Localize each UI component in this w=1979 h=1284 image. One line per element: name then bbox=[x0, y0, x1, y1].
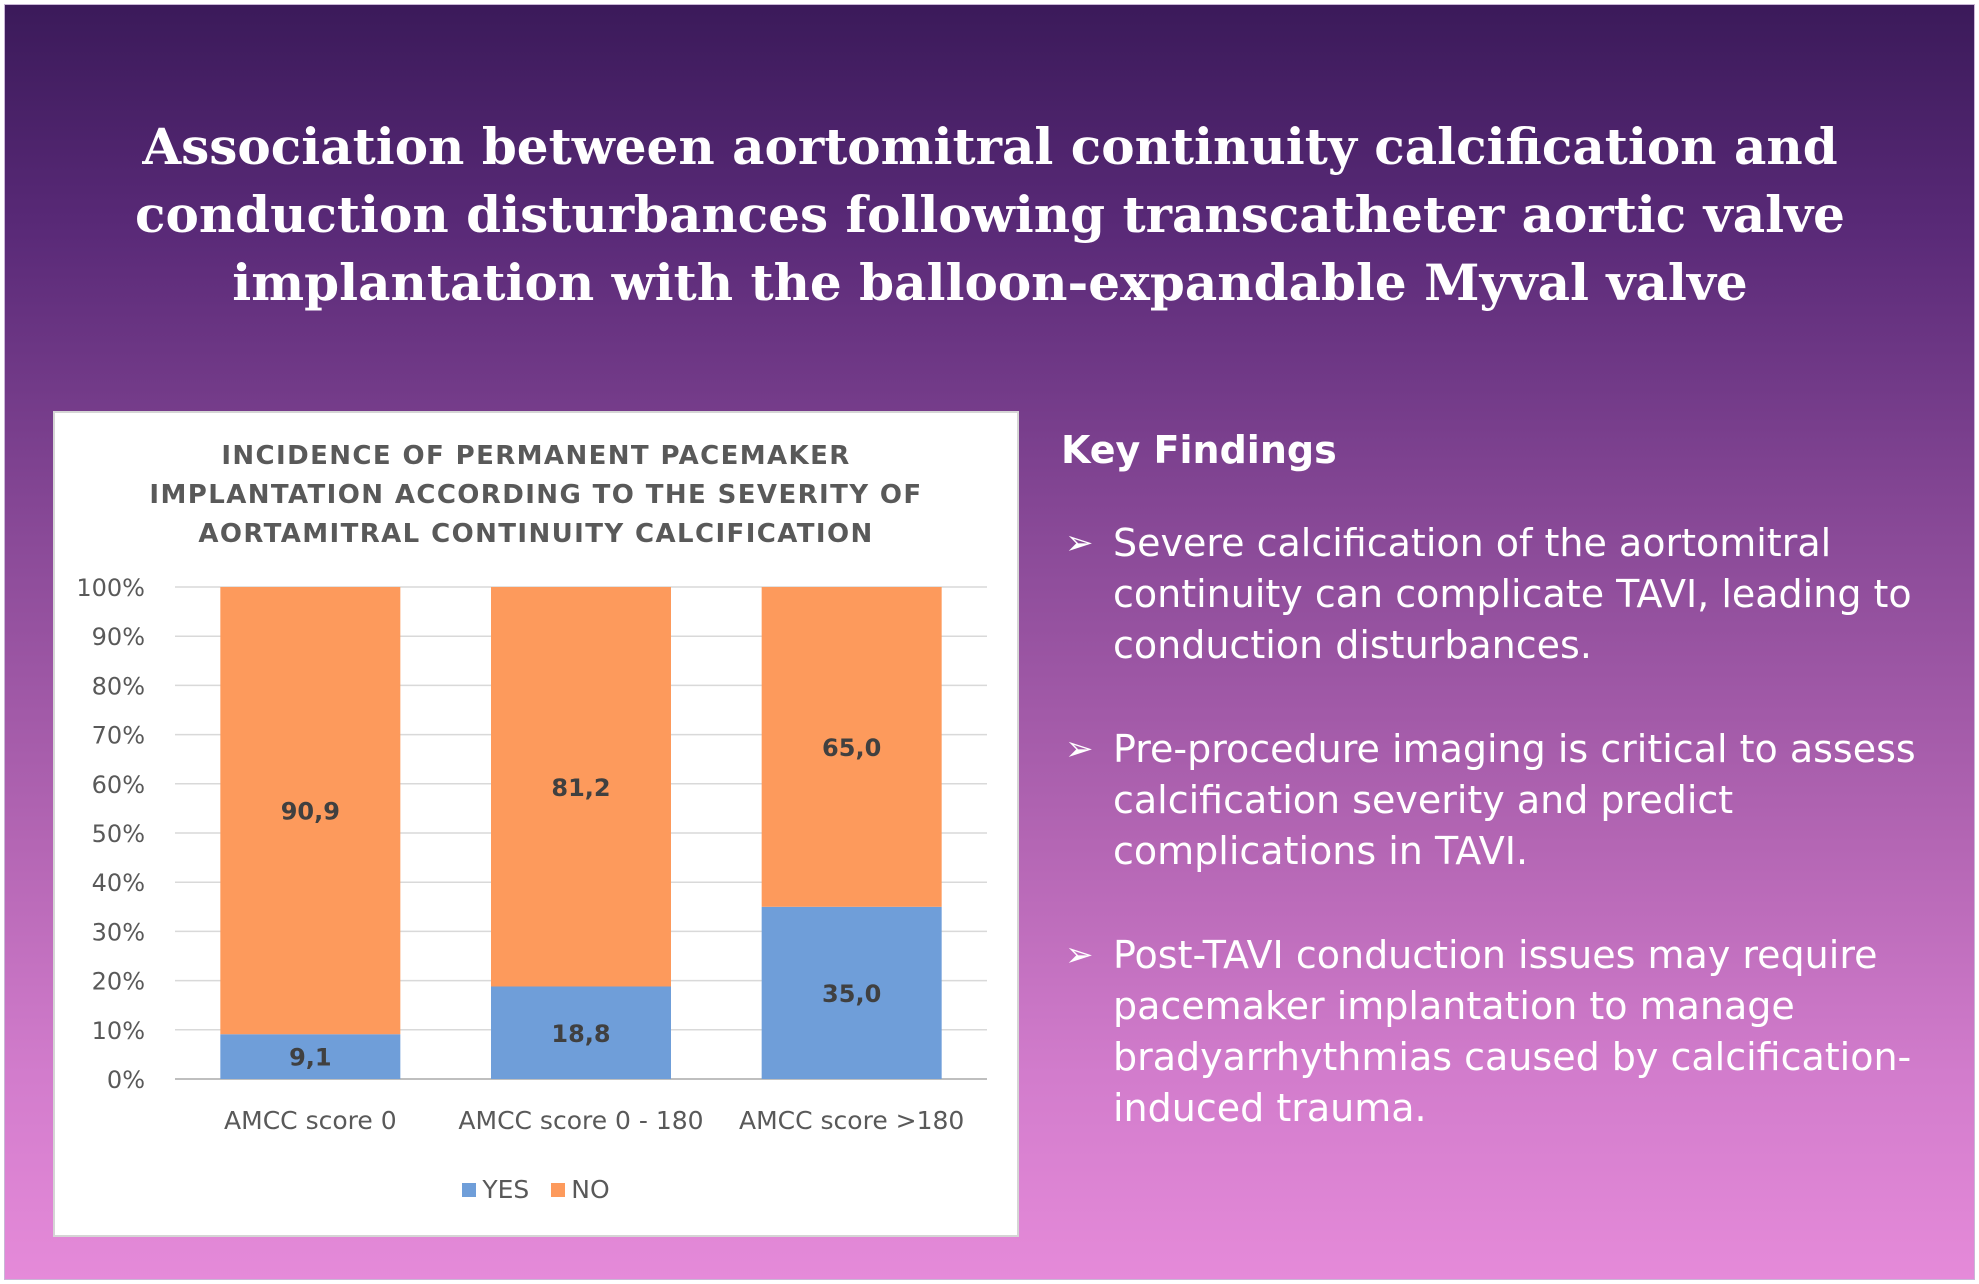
y-tick-label: 50% bbox=[92, 820, 145, 848]
finding-item: ➢ Pre-procedure imaging is critical to a… bbox=[1061, 724, 1941, 877]
y-tick-label: 80% bbox=[92, 672, 145, 700]
legend-label-no: NO bbox=[571, 1175, 610, 1204]
bar-no bbox=[761, 587, 942, 907]
y-tick-label: 20% bbox=[92, 968, 145, 996]
data-label: 9,1 bbox=[289, 1044, 332, 1072]
y-tick-label: 40% bbox=[92, 869, 145, 897]
key-findings-panel: Key Findings ➢ Severe calcification of t… bbox=[1061, 425, 1941, 1187]
chart-panel: 0% 10% 20% 30% 40% 50% 60% 70% 80% 90% 100% 9,1 90,9… bbox=[53, 411, 1019, 1237]
chart-title: INCIDENCE OF PERMANENT PACEMAKER IMPLANT… bbox=[149, 441, 923, 549]
legend-label-yes: YES bbox=[482, 1175, 530, 1204]
page-title: Association between aortomitral continui… bbox=[135, 117, 1845, 312]
data-label: 90,9 bbox=[281, 798, 340, 826]
arrow-bullet-icon: ➢ bbox=[1065, 523, 1094, 563]
legend-item-no: NO bbox=[551, 1175, 610, 1204]
y-tick-label: 30% bbox=[92, 918, 145, 946]
arrow-bullet-icon: ➢ bbox=[1065, 729, 1094, 769]
bar-yes bbox=[491, 986, 671, 1079]
finding-item: ➢ Severe calcification of the aortomitra… bbox=[1061, 518, 1941, 671]
data-label: 35,0 bbox=[822, 980, 881, 1008]
bar-yes bbox=[761, 906, 942, 1079]
bar-no bbox=[491, 587, 671, 987]
data-label: 81,2 bbox=[551, 774, 610, 802]
legend-item-yes: YES bbox=[462, 1175, 529, 1204]
legend-swatch-no bbox=[551, 1182, 566, 1197]
bar-no bbox=[220, 587, 401, 1035]
bar-yes bbox=[220, 1034, 401, 1079]
arrow-bullet-icon: ➢ bbox=[1065, 935, 1094, 975]
y-tick-label: 100% bbox=[76, 574, 145, 602]
key-findings-heading: Key Findings bbox=[1061, 428, 1337, 472]
finding-text: Pre-procedure imaging is critical to ass… bbox=[1113, 727, 1916, 873]
x-tick-label: AMCC score >180 bbox=[739, 1106, 964, 1135]
data-label: 65,0 bbox=[822, 734, 881, 762]
stacked-bar-chart: 0% 10% 20% 30% 40% 50% 60% 70% 80% 90% 100% 9,1 90,9… bbox=[76, 574, 987, 1135]
data-label: 18,8 bbox=[551, 1020, 610, 1048]
y-tick-label: 60% bbox=[92, 771, 145, 799]
finding-item: ➢ Post-TAVI conduction issues may requir… bbox=[1061, 930, 1941, 1134]
slide-background: Association between aortomitral continui… bbox=[4, 4, 1975, 1280]
finding-text: Post-TAVI conduction issues may require … bbox=[1113, 933, 1912, 1130]
finding-text: Severe calcification of the aortomitral … bbox=[1113, 521, 1912, 667]
y-tick-label: 10% bbox=[92, 1017, 145, 1045]
x-tick-label: AMCC score 0 - 180 bbox=[458, 1106, 703, 1135]
y-tick-label: 90% bbox=[92, 623, 145, 651]
y-tick-label: 70% bbox=[92, 722, 145, 750]
y-tick-label: 0% bbox=[107, 1066, 145, 1094]
chart-legend: YES NO bbox=[55, 1175, 1017, 1204]
x-tick-label: AMCC score 0 bbox=[224, 1106, 397, 1135]
legend-swatch-yes bbox=[462, 1182, 477, 1197]
